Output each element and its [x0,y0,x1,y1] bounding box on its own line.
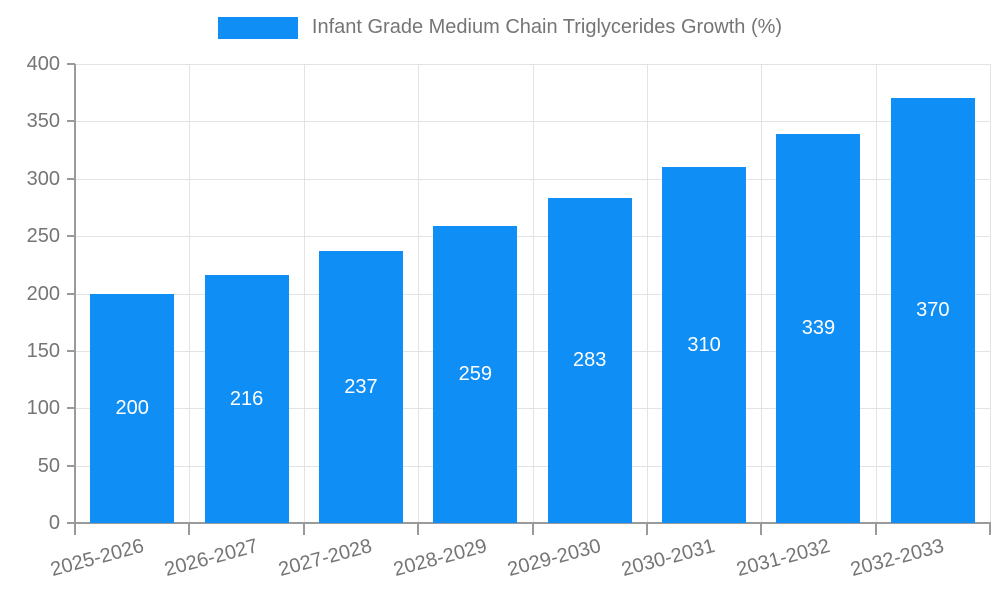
bar-value-label: 339 [801,316,836,339]
bar-value-label: 237 [344,375,378,398]
bar[interactable]: 370 [890,98,975,523]
y-axis-tick-label: 350 [26,110,60,133]
x-axis-tick [417,523,420,535]
v-gridline [990,64,991,523]
y-axis-tick [67,349,75,352]
legend-color-swatch [217,16,298,39]
y-axis-tick-label: 400 [26,53,60,75]
v-gridline [418,64,420,523]
x-axis-tick-label: 2025-2026 [47,535,146,582]
bar-value-label: 200 [115,396,149,419]
bar[interactable]: 310 [662,167,747,523]
y-axis-tick [67,235,75,238]
x-axis-tick-label: 2032-2033 [848,535,947,582]
y-axis-tick [67,292,75,295]
x-axis-line [74,522,991,524]
y-axis-tick-label: 0 [48,512,60,534]
legend-item[interactable]: Infant Grade Medium Chain Triglycerides … [0,16,1000,39]
x-axis-tick [302,523,305,535]
x-axis-tick-label: 2028-2029 [390,535,490,582]
y-axis-line [74,64,76,523]
x-axis-tick [874,523,877,535]
y-axis-tick [67,63,75,65]
x-axis-tick [188,523,191,535]
y-axis-tick-label: 250 [26,225,60,248]
bar[interactable]: 216 [204,275,289,523]
bar[interactable]: 283 [547,198,632,523]
x-axis-tick-label: 2030-2031 [619,535,718,582]
bar[interactable]: 259 [433,225,518,523]
bar[interactable]: 339 [776,133,861,523]
bar[interactable]: 237 [318,251,403,523]
bar-value-label: 259 [458,362,492,385]
x-axis-tick [74,523,76,535]
bar-value-label: 310 [687,333,721,356]
bar-value-label: 370 [916,299,950,322]
v-gridline [761,64,763,523]
bar[interactable]: 200 [90,293,175,523]
x-axis-tick [760,523,763,535]
y-axis-tick [67,120,75,123]
v-gridline [303,64,305,523]
v-gridline [532,64,534,523]
y-axis-tick-label: 100 [26,397,60,420]
bar-value-label: 216 [229,387,264,410]
y-axis-tick [67,407,75,410]
y-axis-tick-label: 300 [26,167,60,190]
x-axis-tick [531,523,534,535]
x-axis-tick-label: 2026-2027 [162,535,261,582]
bar-value-label: 283 [572,349,607,372]
x-axis-tick [645,523,648,535]
x-axis-tick-label: 2031-2032 [734,535,833,582]
y-axis-tick-label: 200 [26,282,60,305]
y-axis-tick [67,464,75,467]
y-axis-tick-label: 50 [37,454,60,477]
x-axis-tick-label: 2029-2030 [505,535,604,582]
v-gridline [646,64,648,523]
y-axis-tick-label: 150 [26,339,60,362]
legend-label: Infant Grade Medium Chain Triglycerides … [311,16,783,38]
x-axis-tick [989,523,991,535]
y-axis-tick [67,522,75,524]
y-axis-tick [67,177,75,180]
x-axis-tick-label: 2027-2028 [276,535,375,582]
v-gridline [189,64,191,523]
v-gridline [875,64,877,523]
